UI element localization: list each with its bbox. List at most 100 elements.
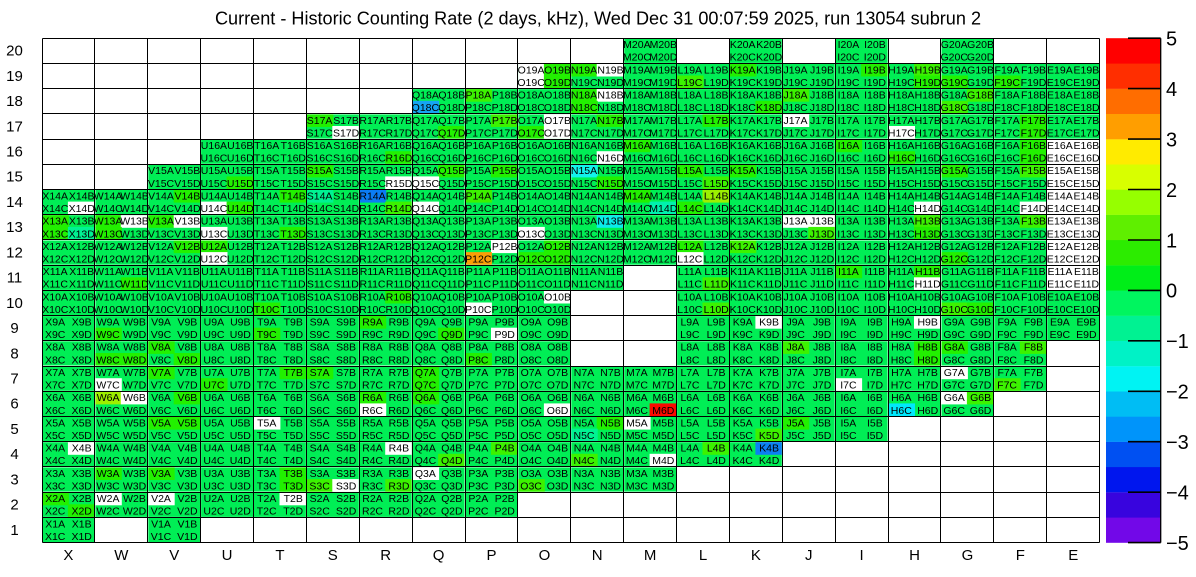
svg-text:L8C: L8C: [680, 354, 700, 366]
svg-text:J8B: J8B: [813, 342, 831, 354]
svg-text:I17C: I17C: [837, 127, 860, 139]
svg-text:R6D: R6D: [388, 405, 409, 417]
svg-text:N12B: N12B: [597, 241, 623, 253]
svg-text:Q16B: Q16B: [438, 140, 465, 152]
svg-text:Q10C: Q10C: [412, 304, 440, 316]
svg-text:I6D: I6D: [867, 405, 884, 417]
svg-text:L13A: L13A: [678, 216, 703, 228]
svg-text:K7B: K7B: [759, 367, 779, 379]
svg-text:G7B: G7B: [970, 367, 991, 379]
svg-text:X12B: X12B: [69, 241, 95, 253]
svg-text:P10D: P10D: [492, 304, 519, 316]
svg-text:L8B: L8B: [707, 342, 726, 354]
svg-text:K: K: [751, 547, 761, 564]
svg-text:F16D: F16D: [1021, 153, 1047, 165]
svg-text:K13C: K13C: [730, 228, 757, 240]
svg-text:R11B: R11B: [386, 266, 412, 278]
svg-text:P6B: P6B: [495, 392, 515, 404]
svg-text:T5B: T5B: [284, 417, 303, 429]
svg-text:G16C: G16C: [940, 153, 968, 165]
svg-text:X5A: X5A: [45, 417, 65, 429]
svg-text:I19C: I19C: [837, 77, 860, 89]
svg-text:W14A: W14A: [94, 190, 123, 202]
svg-text:M18D: M18D: [649, 102, 677, 114]
svg-text:U9D: U9D: [230, 329, 251, 341]
svg-text:L12C: L12C: [677, 254, 703, 266]
svg-text:I6C: I6C: [840, 405, 857, 417]
svg-text:W3D: W3D: [123, 481, 147, 493]
svg-text:M17C: M17C: [623, 127, 651, 139]
svg-text:I20A: I20A: [838, 39, 860, 51]
svg-text:E19D: E19D: [1073, 77, 1100, 89]
svg-text:E13B: E13B: [1074, 216, 1100, 228]
svg-text:S8C: S8C: [309, 354, 330, 366]
svg-text:U10C: U10C: [200, 304, 227, 316]
svg-text:U12A: U12A: [201, 241, 227, 253]
svg-text:P17A: P17A: [465, 115, 491, 127]
svg-text:F12B: F12B: [1021, 241, 1046, 253]
svg-text:H9D: H9D: [917, 329, 938, 341]
svg-text:R13B: R13B: [386, 216, 412, 228]
svg-text:P18D: P18D: [492, 102, 519, 114]
svg-text:F11B: F11B: [1021, 266, 1045, 278]
svg-text:V5D: V5D: [177, 430, 198, 442]
svg-text:O9A: O9A: [521, 317, 542, 329]
svg-text:G12C: G12C: [940, 254, 968, 266]
svg-text:V8D: V8D: [177, 354, 198, 366]
svg-text:I17B: I17B: [864, 115, 886, 127]
svg-text:F8C: F8C: [997, 354, 1017, 366]
svg-text:P18C: P18C: [465, 102, 492, 114]
svg-text:L4D: L4D: [707, 455, 727, 467]
svg-text:G12A: G12A: [941, 241, 968, 253]
svg-text:N3C: N3C: [573, 481, 594, 493]
svg-text:13: 13: [6, 219, 23, 236]
svg-text:U4A: U4A: [204, 443, 224, 455]
svg-text:M16C: M16C: [623, 153, 651, 165]
svg-text:P15C: P15C: [465, 178, 492, 190]
svg-text:O10D: O10D: [544, 304, 572, 316]
svg-text:L6A: L6A: [680, 392, 699, 404]
svg-text:Q3D: Q3D: [441, 481, 463, 493]
svg-text:J14D: J14D: [810, 203, 835, 215]
svg-text:T10C: T10C: [254, 304, 280, 316]
svg-text:H19A: H19A: [888, 64, 914, 76]
svg-text:M12B: M12B: [650, 241, 677, 253]
svg-text:T11C: T11C: [254, 279, 279, 291]
svg-text:P7D: P7D: [494, 380, 515, 392]
svg-text:V3D: V3D: [177, 481, 198, 493]
svg-text:N14D: N14D: [597, 203, 624, 215]
svg-text:M18C: M18C: [623, 102, 651, 114]
svg-text:X13B: X13B: [69, 216, 95, 228]
svg-text:O15C: O15C: [517, 178, 545, 190]
svg-text:X12D: X12D: [69, 254, 96, 266]
svg-text:H8A: H8A: [891, 342, 911, 354]
svg-text:J19A: J19A: [784, 64, 808, 76]
svg-text:U13B: U13B: [227, 216, 253, 228]
svg-text:M7A: M7A: [626, 367, 648, 379]
svg-text:F7C: F7C: [997, 380, 1017, 392]
svg-text:W11D: W11D: [120, 279, 149, 291]
svg-text:O18A: O18A: [518, 90, 545, 102]
svg-text:L14D: L14D: [704, 203, 730, 215]
svg-text:R8C: R8C: [362, 354, 383, 366]
svg-text:F18B: F18B: [1021, 90, 1046, 102]
svg-text:Q18C: Q18C: [412, 102, 440, 114]
svg-text:X7D: X7D: [71, 380, 92, 392]
svg-text:H17D: H17D: [914, 127, 941, 139]
svg-text:M16A: M16A: [623, 140, 650, 152]
svg-text:M20D: M20D: [649, 52, 677, 64]
svg-text:G16D: G16D: [967, 153, 995, 165]
svg-text:G9D: G9D: [970, 329, 992, 341]
svg-text:W8D: W8D: [123, 354, 147, 366]
svg-text:Q12B: Q12B: [438, 241, 465, 253]
svg-text:O14B: O14B: [544, 190, 571, 202]
svg-text:I12C: I12C: [837, 254, 860, 266]
svg-text:I20D: I20D: [864, 52, 887, 64]
svg-text:O8A: O8A: [521, 342, 542, 354]
svg-text:P8A: P8A: [468, 342, 488, 354]
svg-text:F12C: F12C: [994, 254, 1020, 266]
svg-text:S15A: S15A: [307, 165, 333, 177]
svg-text:S: S: [328, 547, 338, 564]
svg-text:O19C: O19C: [517, 77, 545, 89]
svg-text:V15A: V15A: [148, 165, 174, 177]
